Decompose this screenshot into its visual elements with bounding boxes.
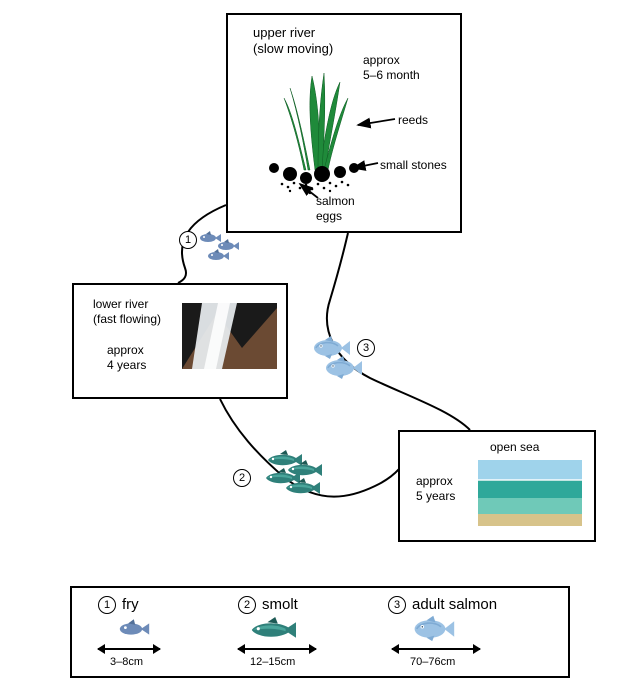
sea-photo [478,460,582,526]
legend-3-name: adult salmon [412,596,497,615]
legend-1-range-arrow [98,648,160,650]
legend-fry-icon [106,616,156,642]
legend-1-name: fry [122,596,139,615]
legend-3-number: 3 [388,596,406,614]
lower-duration: approx 4 years [107,343,146,373]
legend-adult-icon [400,614,470,644]
legend-1-number: 1 [98,596,116,614]
legend-3-range: 70–76cm [410,656,455,670]
legend-smolt-icon [240,616,310,644]
adult-group-icon [302,332,372,387]
legend-2-name: smolt [262,596,298,615]
smolt-group-icon [258,448,338,503]
stones-label: small stones [380,158,447,173]
legend-2-range-arrow [238,648,316,650]
marker-1: 1 [179,231,197,249]
marker-2: 2 [233,469,251,487]
eggs-label: salmon eggs [316,194,355,224]
legend-2-range: 12–15cm [250,656,295,670]
sea-duration: approx 5 years [416,474,455,504]
sea-title: open sea [490,440,539,455]
legend-2-number: 2 [238,596,256,614]
lower-title-line2: (fast flowing) [93,312,161,326]
legend-1-range: 3–8cm [110,656,143,670]
lower-title-line1: lower river [93,297,148,311]
reeds-label: reeds [398,113,428,128]
waterfall-photo [182,303,277,369]
lower-title: lower river (fast flowing) [93,297,161,327]
legend-3-range-arrow [392,648,480,650]
fry-group-icon [196,228,251,268]
